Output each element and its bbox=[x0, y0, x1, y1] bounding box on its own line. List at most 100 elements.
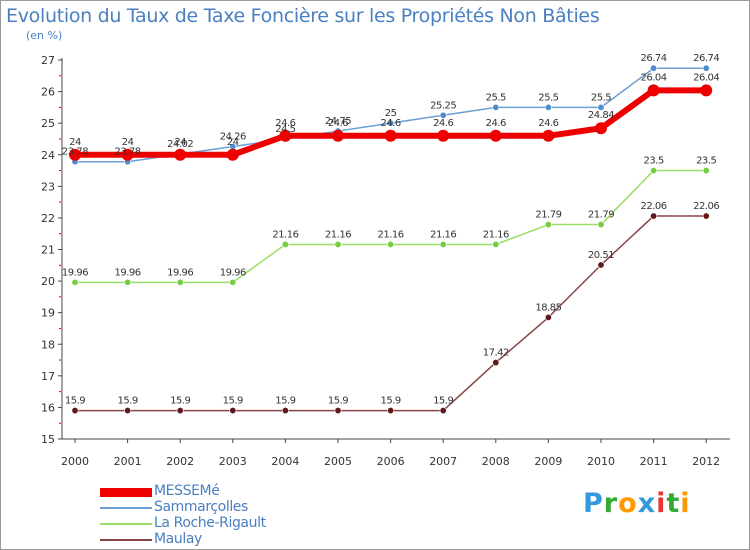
logo-letter: i bbox=[680, 488, 691, 519]
y-tick-label: 25 bbox=[41, 117, 55, 130]
data-label-sammarcolles: 24.26 bbox=[220, 132, 246, 143]
data-label-sammarcolles: 23.78 bbox=[115, 147, 141, 158]
data-label-sammarcolles: 25 bbox=[385, 108, 397, 119]
x-tick-label: 2010 bbox=[587, 455, 615, 468]
data-point-maulay bbox=[334, 407, 342, 415]
data-point-sammarcolles bbox=[702, 64, 710, 72]
data-point-maulay bbox=[439, 407, 447, 415]
data-point-maulay bbox=[492, 359, 500, 367]
data-label-messeme: 24.6 bbox=[275, 118, 295, 129]
y-tick-label: 23 bbox=[41, 180, 55, 193]
data-label-messeme: 26.04 bbox=[641, 72, 667, 83]
data-label-maulay: 15.9 bbox=[380, 396, 400, 407]
y-tick-label: 22 bbox=[41, 212, 55, 225]
y-tick-label: 20 bbox=[41, 275, 55, 288]
data-label-messeme: 24.6 bbox=[433, 118, 453, 129]
data-label-maulay: 15.9 bbox=[328, 396, 348, 407]
data-label-sammarcolles: 23.78 bbox=[62, 147, 88, 158]
data-label-sammarcolles: 26.74 bbox=[641, 53, 667, 64]
data-label-messeme: 26.04 bbox=[693, 72, 719, 83]
data-label-sammarcolles: 26.74 bbox=[693, 53, 719, 64]
data-label-la-roche-rigault: 19.96 bbox=[115, 267, 141, 278]
legend-swatch-messeme bbox=[100, 488, 152, 497]
y-tick-label: 24 bbox=[41, 149, 55, 162]
logo-letter: P bbox=[583, 488, 604, 519]
y-tick-label: 21 bbox=[41, 244, 55, 257]
data-label-maulay: 18.85 bbox=[535, 302, 561, 313]
y-tick-label: 16 bbox=[41, 401, 55, 414]
data-point-maulay bbox=[176, 407, 184, 415]
proxiti-logo: Proxiti bbox=[583, 488, 691, 519]
data-label-maulay: 20.51 bbox=[588, 250, 614, 261]
y-tick-label: 18 bbox=[41, 338, 55, 351]
legend-swatch-sammarcolles bbox=[100, 507, 152, 509]
data-point-sammarcolles bbox=[492, 103, 500, 111]
legend-label-messeme: MESSEMé bbox=[154, 483, 220, 499]
data-point-sammarcolles bbox=[544, 103, 552, 111]
y-tick-label: 17 bbox=[41, 370, 55, 383]
y-tick-label: 26 bbox=[41, 86, 55, 99]
legend-label-sammarcolles: Sammarçolles bbox=[154, 499, 248, 515]
legend-label-la-roche-rigault: La Roche-Rigault bbox=[154, 515, 266, 531]
y-tick-label: 27 bbox=[41, 54, 55, 67]
x-tick-label: 2011 bbox=[640, 455, 668, 468]
data-label-maulay: 17.42 bbox=[483, 348, 509, 359]
data-label-maulay: 15.9 bbox=[433, 396, 453, 407]
legend-swatch-la-roche-rigault bbox=[100, 523, 152, 525]
x-tick-label: 2008 bbox=[482, 455, 510, 468]
data-label-la-roche-rigault: 21.16 bbox=[430, 229, 456, 240]
x-tick-label: 2009 bbox=[534, 455, 562, 468]
data-label-la-roche-rigault: 23.5 bbox=[643, 156, 663, 167]
data-point-maulay bbox=[387, 407, 395, 415]
data-point-la-roche-rigault bbox=[71, 278, 79, 286]
data-label-messeme: 24 bbox=[174, 137, 186, 148]
data-point-la-roche-rigault bbox=[702, 167, 710, 175]
data-point-la-roche-rigault bbox=[124, 278, 132, 286]
chart-title: Evolution du Taux de Taxe Foncière sur l… bbox=[6, 5, 600, 27]
data-point-maulay bbox=[702, 212, 710, 220]
data-label-messeme: 24.6 bbox=[486, 118, 506, 129]
logo-letter: t bbox=[666, 488, 681, 519]
data-label-maulay: 15.9 bbox=[275, 396, 295, 407]
x-tick-label: 2005 bbox=[324, 455, 352, 468]
data-label-messeme: 24.6 bbox=[328, 118, 348, 129]
data-point-la-roche-rigault bbox=[544, 221, 552, 229]
data-label-la-roche-rigault: 23.5 bbox=[696, 156, 716, 167]
data-point-sammarcolles bbox=[650, 64, 658, 72]
data-point-maulay bbox=[544, 313, 552, 321]
data-point-messeme bbox=[279, 129, 292, 142]
series-line-la-roche-rigault bbox=[75, 169, 707, 284]
x-tick-label: 2002 bbox=[166, 455, 194, 468]
data-point-sammarcolles bbox=[597, 103, 605, 111]
data-label-messeme: 24.6 bbox=[538, 118, 558, 129]
x-tick-label: 2007 bbox=[429, 455, 457, 468]
data-label-maulay: 15.9 bbox=[65, 396, 85, 407]
data-point-la-roche-rigault bbox=[281, 240, 289, 248]
data-label-maulay: 15.9 bbox=[223, 396, 243, 407]
data-label-la-roche-rigault: 21.16 bbox=[325, 229, 351, 240]
logo-letter: i bbox=[656, 488, 667, 519]
data-label-la-roche-rigault: 21.79 bbox=[535, 210, 561, 221]
data-point-sammarcolles bbox=[439, 111, 447, 119]
data-point-maulay bbox=[229, 407, 237, 415]
data-label-sammarcolles: 25.25 bbox=[430, 100, 456, 111]
data-point-maulay bbox=[650, 212, 658, 220]
data-label-messeme: 24 bbox=[227, 137, 239, 148]
data-point-messeme bbox=[174, 148, 187, 161]
logo-letter: x bbox=[637, 488, 657, 519]
data-label-sammarcolles: 25.5 bbox=[538, 92, 558, 103]
data-label-sammarcolles: 24.02 bbox=[167, 139, 193, 150]
data-label-messeme: 24.84 bbox=[588, 110, 614, 121]
x-tick-label: 2000 bbox=[61, 455, 89, 468]
data-point-messeme bbox=[595, 122, 607, 135]
data-point-maulay bbox=[124, 407, 132, 415]
data-point-messeme bbox=[542, 129, 555, 142]
data-point-sammarcolles bbox=[387, 119, 395, 127]
legend-label-maulay: Maulay bbox=[154, 531, 202, 547]
data-point-maulay bbox=[281, 407, 289, 415]
y-tick-label: 19 bbox=[41, 307, 55, 320]
data-label-la-roche-rigault: 19.96 bbox=[220, 267, 246, 278]
x-tick-label: 2004 bbox=[271, 455, 299, 468]
